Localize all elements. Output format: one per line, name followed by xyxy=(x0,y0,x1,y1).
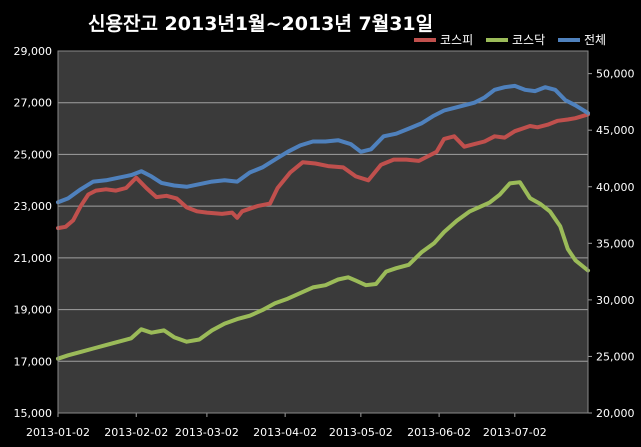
series-line-1 xyxy=(56,112,590,231)
plot-border xyxy=(57,50,589,414)
y-right-tick-label: 45,000 xyxy=(596,124,635,137)
series-line-2 xyxy=(56,180,590,361)
legend-label-1: 코스피 xyxy=(440,33,473,47)
x-tick-label: 2013-06-02 xyxy=(407,426,471,439)
y-left-tick-label: 23,000 xyxy=(14,200,53,213)
legend-label-2: 코스닥 xyxy=(512,33,545,47)
x-tick-label: 2013-07-02 xyxy=(483,426,547,439)
x-tick-label: 2013-03-02 xyxy=(175,426,239,439)
y-right-tick-label: 50,000 xyxy=(596,68,635,81)
y-right-tick-label: 30,000 xyxy=(596,294,635,307)
series-line-3 xyxy=(56,83,590,205)
axis-labels: 15,000 17,000 19,000 21,000 23,000 25,000 27,0… xyxy=(14,45,635,439)
chart-title: 신용잔고 2013년1월~2013년 7월31일 xyxy=(88,13,433,35)
legend-label-3: 전체 xyxy=(584,33,606,47)
y-left-tick-label: 25,000 xyxy=(14,148,53,161)
legend: 코스피 코스닥 전체 xyxy=(414,33,606,47)
x-tick-label: 2013-02-02 xyxy=(104,426,168,439)
y-left-tick-label: 29,000 xyxy=(14,45,53,58)
y-right-tick-label: 40,000 xyxy=(596,181,635,194)
y-right-tick-label: 35,000 xyxy=(596,237,635,250)
y-left-tick-label: 21,000 xyxy=(14,252,53,265)
y-right-tick-label: 20,000 xyxy=(596,407,635,420)
y-left-tick-label: 19,000 xyxy=(14,304,53,317)
y-right-tick-label: 25,000 xyxy=(596,350,635,363)
plot-area xyxy=(58,51,588,413)
x-tick-label: 2013-01-02 xyxy=(26,426,90,439)
x-tick-label: 2013-04-02 xyxy=(253,426,317,439)
x-tick-label: 2013-05-02 xyxy=(329,426,393,439)
y-left-tick-label: 27,000 xyxy=(14,97,53,110)
y-left-tick-label: 15,000 xyxy=(14,407,53,420)
y-left-tick-label: 17,000 xyxy=(14,355,53,368)
series-lines xyxy=(56,83,590,361)
